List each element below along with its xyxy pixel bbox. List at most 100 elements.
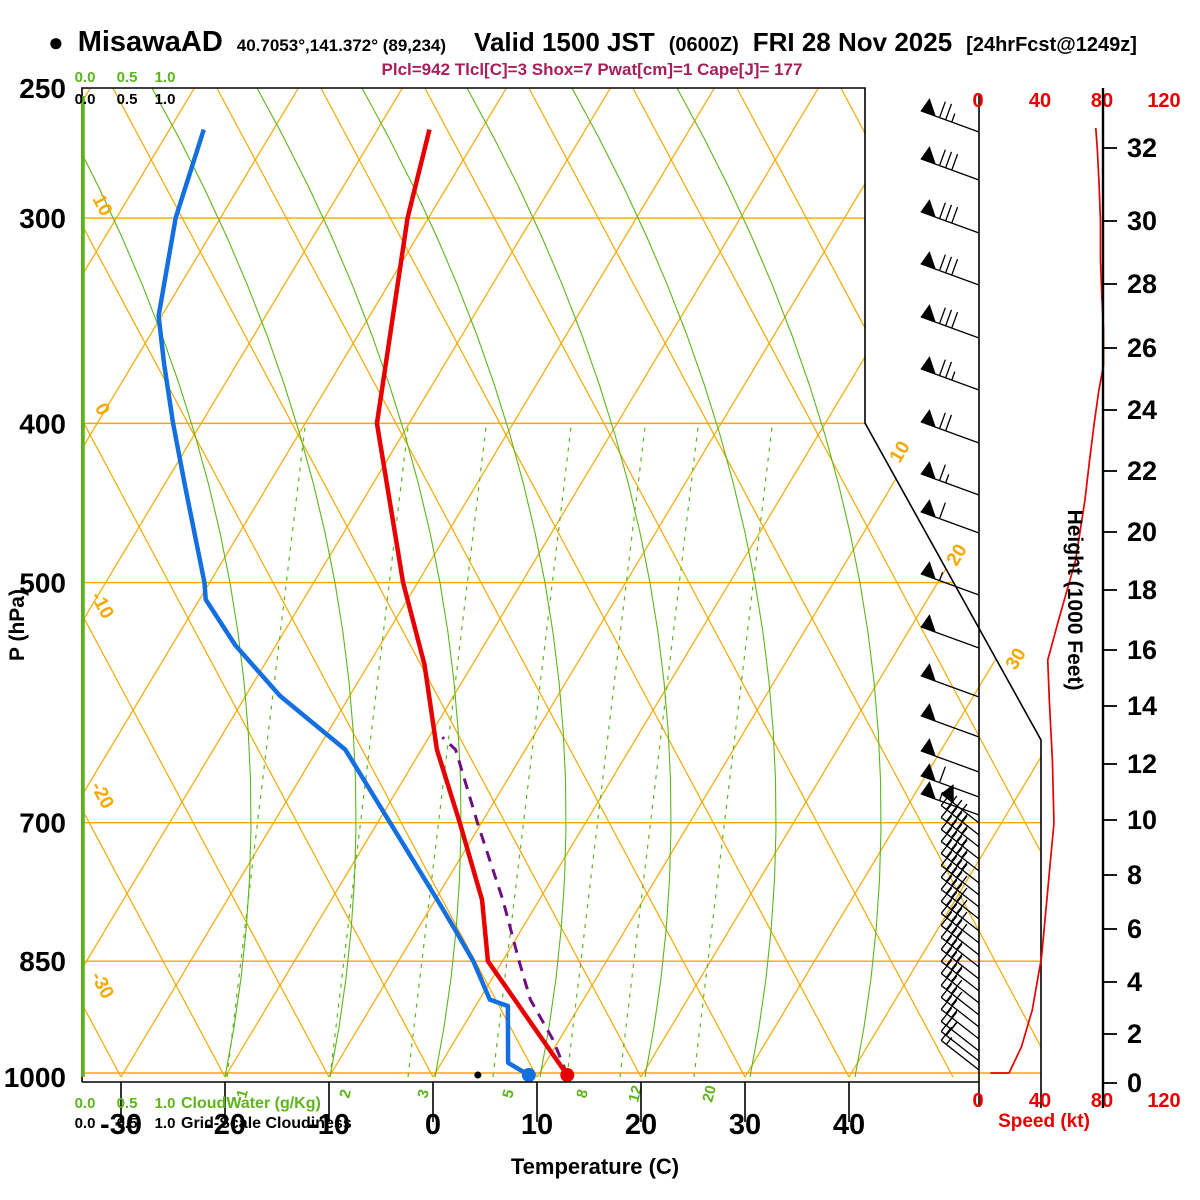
speed-tick-label-top: 40: [1029, 90, 1051, 112]
mixing-ratio-line: [566, 422, 647, 1078]
wind-barb-stem: [920, 715, 980, 738]
pressure-tick-label: 250: [19, 73, 66, 104]
wind-barb-half: [961, 813, 968, 822]
isotherm-line: [848, 88, 1041, 1078]
wind-barb-pennant: [920, 304, 936, 323]
wind-barb-full: [940, 887, 953, 902]
wind-barb-full: [950, 883, 963, 898]
wind-barb-half: [956, 941, 963, 950]
cloudiness-axis-title: Grid-Scale Cloudiness: [181, 1115, 352, 1132]
mixing-ratio-label: 5: [499, 1088, 518, 1100]
wind-barb-full: [945, 939, 958, 954]
wind-barb-full: [940, 983, 953, 998]
speed-tick-label-bottom: 120: [1147, 1090, 1180, 1112]
wind-barb-half: [961, 861, 968, 870]
wind-barb-stem: [920, 421, 980, 444]
wind-barb-half: [950, 1009, 958, 1018]
wind-barb-full: [945, 414, 953, 432]
speed-tick-label-bottom: 0: [972, 1090, 983, 1112]
wind-barb-full: [938, 412, 946, 429]
dry-adiabat-line: [216, 88, 746, 1078]
temperature-tick-label: -10: [308, 1109, 350, 1141]
wind-barb-full: [945, 819, 958, 834]
mixing-ratio-label: 20: [699, 1084, 720, 1105]
wind-barb-full: [940, 947, 953, 962]
wind-barb-stem: [920, 158, 980, 181]
cloudiness-scale-bottom-label: 0.0: [75, 1115, 96, 1132]
wind-barb-full: [940, 1017, 953, 1032]
wind-barb-full: [945, 204, 953, 222]
wind-barb: [920, 614, 980, 649]
wind-barb-full: [940, 815, 953, 830]
wind-barb-full: [940, 923, 953, 938]
pressure-tick-label: 700: [19, 808, 66, 839]
wind-barb-full: [956, 899, 968, 914]
isotherm-line: [82, 88, 507, 1078]
wind-barb-half: [951, 371, 956, 381]
dry-adiabat-line: [632, 88, 1041, 1078]
wind-barb-full: [950, 907, 963, 922]
wind-barb: [920, 561, 980, 596]
wind-barb-full: [945, 987, 958, 1002]
wind-barb-stem: [920, 316, 980, 339]
wind-barb-full: [945, 256, 953, 274]
dry-adiabat-line: [112, 88, 642, 1078]
isotherm-line: [82, 88, 403, 1078]
mixing-ratio-label: 8: [573, 1088, 592, 1100]
wind-barb-full: [945, 309, 953, 327]
wind-barb-full: [938, 307, 946, 324]
wind-barb-half: [956, 965, 963, 974]
wind-barb-full: [950, 943, 963, 958]
wind-barb-full: [940, 791, 953, 806]
wind-barb-stem: [940, 1020, 980, 1052]
cloudwater-scale-top-label: 0.5: [117, 69, 138, 86]
wind-barb-full: [956, 863, 968, 878]
wind-barb-half: [951, 113, 956, 123]
height-tick-label: 8: [1127, 860, 1142, 890]
height-tick-label: 30: [1127, 206, 1157, 236]
wind-barb-full: [938, 464, 946, 481]
cloudwater-axis-title: CloudWater (g/Kg): [181, 1095, 321, 1112]
wind-barb-full: [945, 831, 958, 846]
speed-tick-label-top: 120: [1147, 90, 1180, 112]
wind-barb-stem: [920, 211, 980, 234]
speed-tick-label-top: 0: [972, 90, 983, 112]
wind-barb-full: [956, 923, 968, 938]
wind-barb-full: [945, 891, 958, 906]
adiabat-edge-label: -20: [86, 778, 117, 812]
wind-barb-full: [938, 359, 946, 376]
grid-layer: [82, 88, 1041, 1078]
wind-barb-full: [950, 811, 963, 826]
wind-barb: [920, 356, 980, 391]
wind-barb-full: [956, 827, 968, 842]
wind-barb-full: [950, 859, 963, 874]
wind-barb-stem: [940, 1030, 980, 1062]
isotherm-line: [82, 88, 195, 1078]
height-tick-label: 24: [1127, 395, 1157, 425]
mixing-ratio-line: [619, 422, 700, 1078]
wind-barb: [920, 663, 980, 698]
wind-barb: [940, 983, 980, 1028]
wind-speed-curve: [990, 127, 1105, 1074]
wind-barb-half: [961, 837, 968, 846]
wind-barb-full: [951, 311, 959, 329]
wind-barb-full: [951, 258, 959, 276]
wind-barb: [920, 98, 980, 133]
wind-barb-half: [938, 571, 944, 581]
wind-barb: [920, 738, 980, 773]
height-tick-label: 28: [1127, 269, 1157, 299]
wind-barb-full: [956, 803, 968, 818]
title-bar: ● MisawaAD 40.7053°,141.372° (89,234) Va…: [48, 26, 1188, 59]
wind-barb: [920, 409, 980, 444]
wind-barb-full: [945, 963, 958, 978]
wind-barb-full: [945, 915, 958, 930]
wind-barb-pennant: [920, 561, 936, 580]
height-tick-label: 0: [1127, 1068, 1142, 1098]
pressure-tick-label: 400: [19, 408, 66, 439]
height-tick-label: 12: [1127, 749, 1157, 779]
wind-barb-full: [940, 995, 953, 1010]
cloudiness-scale-top-label: 1.0: [155, 91, 176, 108]
mixing-ratio-label: 3: [414, 1088, 433, 1100]
wind-barb-stem: [920, 775, 980, 798]
